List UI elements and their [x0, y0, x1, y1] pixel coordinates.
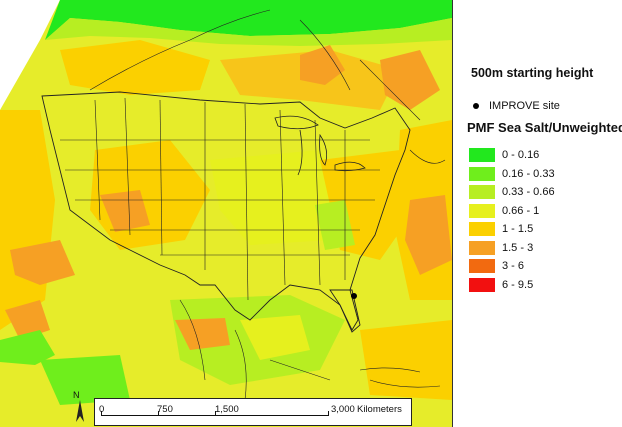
pacific-green [0, 330, 55, 365]
low-band-north [45, 0, 452, 40]
improve-site-marker [351, 293, 357, 299]
mexico-orange [175, 318, 230, 350]
great-lakes [274, 115, 366, 176]
legend-item: 0.16 - 0.33 [469, 165, 555, 184]
florida [329, 289, 361, 333]
scale-tick-3000: 3,000 [331, 404, 355, 415]
legend-label: 1.5 - 3 [502, 241, 534, 254]
scale-tick-0: 0 [99, 404, 105, 415]
scale-tick-mark [328, 411, 329, 416]
map-title: 500m starting height [471, 66, 594, 80]
map-divider [452, 0, 453, 427]
scale-tick-750: 750 [157, 404, 173, 415]
scale-bar: 0 750 1,500 3,000 Kilometers [94, 398, 412, 426]
scale-tick-mark [101, 411, 102, 416]
legend-swatch [469, 166, 495, 181]
legend-label: 0 - 0.16 [502, 149, 540, 162]
patch-canada-3 [300, 45, 345, 85]
scale-tick-1500: 1,500 [215, 404, 239, 415]
north-label: N [73, 390, 80, 400]
patch-canada-1 [60, 40, 210, 95]
scale-units: Kilometers [357, 404, 402, 415]
caribbean-yellow [360, 320, 452, 400]
legend-label: 0.16 - 0.33 [502, 167, 555, 180]
site-dot-icon [473, 103, 479, 109]
legend-item: 0 - 0.16 [469, 146, 555, 165]
scale-tick-mark [158, 411, 159, 416]
legend-swatch [469, 277, 495, 292]
site-marker-label: IMPROVE site [489, 100, 560, 112]
legend-swatch [469, 259, 495, 274]
legend-item: 0.66 - 1 [469, 202, 555, 221]
legend-item: 1.5 - 3 [469, 239, 555, 258]
legend-label: 0.66 - 1 [502, 204, 540, 217]
legend-item: 1 - 1.5 [469, 220, 555, 239]
legend-swatch [469, 185, 495, 200]
midwest-yellow [210, 150, 350, 245]
legend-label: 3 - 6 [502, 260, 525, 273]
scale-line [101, 415, 328, 416]
legend-swatch [469, 240, 495, 255]
legend-title: PMF Sea Salt/Unweighted [467, 120, 622, 135]
sw-green [40, 355, 130, 405]
legend-swatch [469, 148, 495, 163]
pacific-orange-1 [10, 240, 75, 285]
legend-item: 0.33 - 0.66 [469, 183, 555, 202]
pacific-orange-2 [5, 300, 50, 340]
atlantic-orange [405, 195, 452, 275]
legend-list: 0 - 0.16 0.16 - 0.33 0.33 - 0.66 0.66 - 1 1 … [469, 146, 555, 294]
band-north-2 [45, 18, 452, 46]
legend-item: 3 - 6 [469, 257, 555, 276]
site-marker-legend: IMPROVE site [473, 100, 560, 112]
north-arrow: N [70, 388, 90, 424]
gulf-yellow [240, 315, 310, 360]
legend-label: 0.33 - 0.66 [502, 186, 555, 199]
scale-tick-mark [215, 411, 216, 416]
west-orange-2 [100, 190, 150, 232]
legend-panel: 500m starting height IMPROVE site PMF Se… [453, 0, 622, 427]
us-outline [41, 91, 411, 331]
legend-swatch [469, 203, 495, 218]
legend-label: 6 - 9.5 [502, 278, 534, 291]
map-canvas[interactable]: N 0 750 1,500 3,000 Kilometers [0, 0, 452, 427]
legend-swatch [469, 222, 495, 237]
legend-item: 6 - 9.5 [469, 276, 555, 295]
legend-label: 1 - 1.5 [502, 223, 534, 236]
